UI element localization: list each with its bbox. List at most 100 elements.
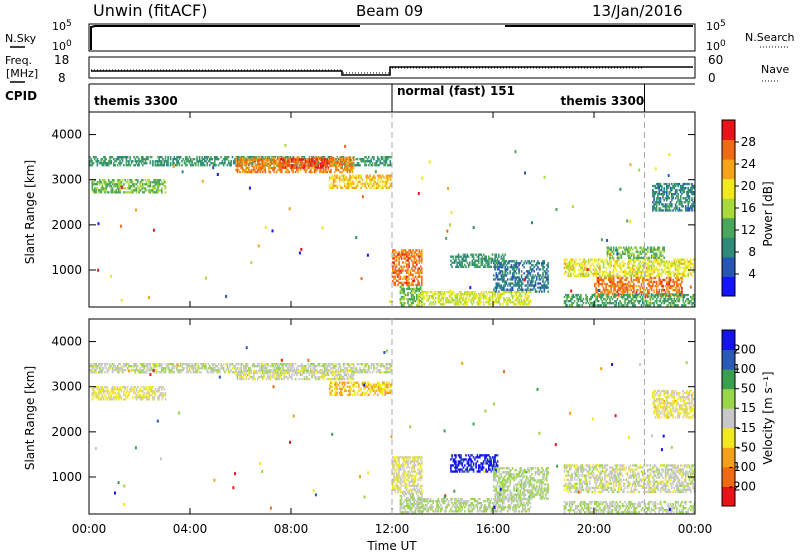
power-cell: [542, 268, 544, 271]
power-cell: [262, 166, 264, 170]
power-cell: [129, 187, 131, 190]
power-cell: [634, 246, 636, 249]
power-point: [152, 228, 155, 232]
power-cell: [681, 272, 683, 275]
power-cell: [370, 164, 373, 167]
power-cell: [664, 272, 667, 275]
power-cell: [581, 272, 583, 275]
power-cell: [440, 293, 442, 296]
power-cell: [183, 160, 186, 163]
power-cell: [149, 156, 152, 159]
power-cell: [309, 162, 312, 165]
velocity-cell: [135, 367, 138, 370]
power-cell: [186, 158, 188, 161]
power-cell: [308, 158, 311, 161]
power-cell: [131, 183, 134, 186]
power-cell: [138, 158, 140, 161]
power-cell: [481, 295, 484, 298]
power-cell: [121, 156, 124, 159]
power-cell: [652, 302, 654, 305]
power-cell: [643, 250, 645, 253]
power-cell: [344, 162, 346, 165]
power-cell: [352, 166, 355, 170]
power-cell: [538, 282, 541, 285]
power-cell: [667, 195, 669, 198]
power-cell: [676, 280, 678, 284]
power-cell: [400, 285, 403, 289]
power-cell: [682, 186, 684, 190]
power-cell: [485, 291, 487, 294]
power-cell: [135, 183, 138, 186]
power-cell: [306, 160, 308, 163]
power-cell: [154, 160, 157, 163]
power-cell: [384, 156, 386, 159]
power-cell: [677, 284, 679, 288]
power-cell: [342, 168, 345, 172]
velocity-cell: [167, 363, 169, 366]
power-cell: [489, 295, 491, 298]
power-cell: [267, 156, 269, 159]
power-cell: [684, 264, 687, 267]
power-cell: [509, 260, 511, 263]
power-cell: [501, 286, 504, 289]
power-cell: [178, 158, 181, 161]
power-cell: [493, 295, 495, 298]
power-cell: [130, 191, 133, 194]
power-cell: [513, 274, 515, 277]
power-cell: [596, 270, 599, 273]
power-cell: [124, 187, 126, 190]
power-cell: [361, 158, 364, 161]
power-cell: [642, 250, 644, 253]
power-cell: [256, 170, 259, 174]
power-cell: [119, 189, 121, 192]
power-cell: [662, 284, 664, 288]
power-cell: [416, 293, 418, 297]
power-cell: [692, 264, 695, 267]
velocity-cell: [134, 369, 137, 372]
power-cell: [668, 293, 671, 297]
power-cell: [682, 182, 684, 186]
power-cell: [369, 178, 371, 181]
power-cell: [626, 286, 629, 290]
power-cell: [332, 158, 335, 161]
power-cell: [625, 304, 628, 307]
power-cell: [682, 274, 684, 277]
power-cell: [154, 187, 157, 190]
power-cell: [104, 162, 106, 165]
power-cell: [469, 261, 471, 264]
power-cell: [638, 284, 640, 288]
power-cell: [400, 304, 403, 307]
velocity-cell: [236, 371, 239, 374]
power-cell: [659, 260, 662, 263]
power-cell: [109, 158, 111, 161]
power-cell: [442, 293, 445, 296]
power-cell: [619, 278, 621, 282]
power-cell: [154, 185, 157, 188]
power-cell: [590, 295, 592, 299]
power-cell: [395, 271, 398, 274]
power-cell: [164, 160, 167, 163]
power-cell: [227, 160, 230, 163]
power-cell: [619, 254, 621, 257]
power-cell: [578, 258, 581, 261]
power-cell: [284, 166, 287, 169]
power-cell: [452, 291, 455, 294]
velocity-cell: [137, 369, 139, 372]
power-cell: [615, 262, 618, 265]
power-cell: [635, 284, 638, 288]
power-cell: [648, 258, 650, 261]
power-cell: [308, 164, 311, 167]
power-cell: [515, 291, 518, 294]
power-cell: [620, 302, 623, 305]
power-cell: [253, 156, 255, 159]
power-cell: [585, 293, 587, 297]
power-cell: [518, 262, 520, 265]
power-cell: [631, 268, 634, 271]
power-cell: [582, 298, 585, 301]
power-cell: [457, 261, 460, 264]
power-cell: [457, 299, 460, 302]
power-cell: [336, 184, 339, 187]
power-cell: [129, 158, 131, 161]
power-cell: [325, 168, 327, 172]
power-cell: [409, 251, 412, 254]
